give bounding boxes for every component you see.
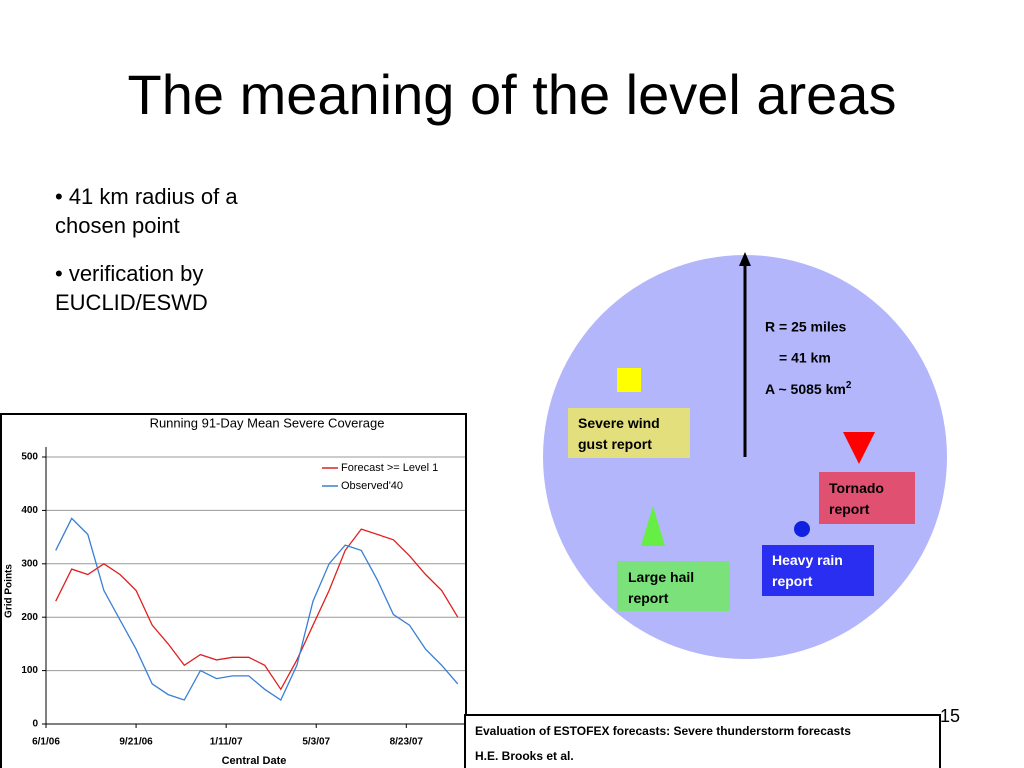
bullet: • 41 km radius of a chosen point [55,184,238,238]
y-tick-label: 500 [21,452,38,463]
footer: Evaluation of ESTOFEX forecasts: Severe … [464,714,941,768]
x-tick-label: 9/21/06 [119,737,153,748]
chart-title: Running 91-Day Mean Severe Coverage [150,415,385,430]
x-tick-label: 1/11/07 [210,737,243,748]
data-line [55,517,459,701]
footer-text: H.E. Brooks et al. [475,749,574,763]
label: Heavy rain report [772,552,843,589]
arrow-head [739,252,751,266]
label-box [762,545,874,596]
legend-label: Observed'40 [341,480,403,492]
slide-title: The meaning of the level areas [127,63,897,126]
label: Tornado report [829,480,884,517]
radius-text: = 41 km [779,350,831,366]
bullet: • verification by EUCLID/ESWD [55,261,208,315]
y-tick-label: 0 [32,719,38,730]
data-line [55,528,459,691]
y-tick-label: 100 [21,665,38,676]
footer-text: Evaluation of ESTOFEX forecasts: Severe … [475,724,851,738]
chart: Running 91-Day Mean Severe Coverage Cent… [0,413,467,768]
y-tick-label: 300 [21,558,38,569]
chart-frame [0,413,467,768]
legend-label: Forecast >= Level 1 [341,462,438,474]
y-tick-label: 400 [21,505,38,516]
rain-icon [794,521,810,537]
x-axis-label: Central Date [222,755,287,767]
label-box [819,472,915,524]
y-tick-label: 200 [21,612,38,623]
page-number: 15 [940,706,961,726]
x-tick-label: 8/23/07 [390,737,424,748]
area-text: A ~ 5085 km2 [765,380,852,397]
x-tick-label: 6/1/06 [32,737,60,748]
x-tick-label: 5/3/07 [302,737,330,748]
label: Large hail report [628,569,694,606]
label-box [568,408,690,458]
radius-text: R = 25 miles [765,319,847,335]
wind-icon [617,368,641,392]
tornado-icon [843,432,875,464]
label: Severe wind gust report [578,415,660,452]
label-box [617,561,730,611]
hail-icon [641,506,665,546]
y-axis-label: Grid Points [4,564,15,618]
